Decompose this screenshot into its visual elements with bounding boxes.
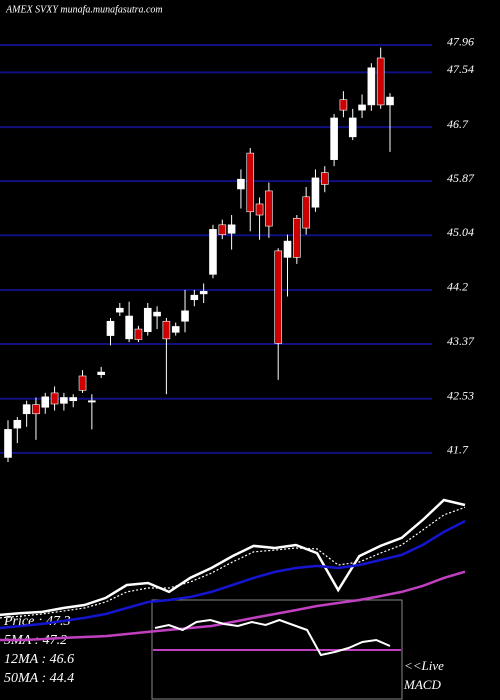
candle-body: [376, 57, 385, 106]
chart-title: AMEX SVXY munafa.munafasutra.com: [5, 4, 163, 15]
candle-body: [32, 404, 40, 415]
candle-body: [4, 429, 12, 458]
y-tick-label: 47.96: [447, 35, 474, 49]
candle-body: [367, 67, 376, 106]
candle-body: [199, 290, 208, 295]
macd-line: [154, 618, 391, 657]
y-tick-label: 45.87: [447, 171, 475, 185]
candle-body: [41, 396, 50, 408]
candle-body: [386, 96, 394, 106]
candle-body: [22, 404, 31, 415]
candle-body: [265, 190, 273, 227]
macd-label: <<Live: [404, 658, 444, 673]
y-tick-label: 45.04: [447, 225, 474, 239]
candle-body: [125, 315, 133, 340]
series-line: [0, 570, 466, 642]
candle-body: [78, 375, 87, 391]
candle-body: [293, 217, 301, 258]
candle-body: [227, 224, 236, 234]
candle-body: [339, 99, 348, 111]
candle-body: [143, 307, 152, 332]
series-line: [0, 506, 466, 619]
series-line: [0, 519, 466, 630]
y-tick-label: 44.2: [447, 280, 468, 294]
y-tick-label: 43.37: [447, 334, 475, 348]
candle-body: [246, 152, 255, 213]
legend-entry: 50MA : 44.4: [4, 671, 74, 686]
candle-body: [218, 224, 227, 235]
y-tick-label: 47.54: [447, 62, 474, 76]
candle-body: [320, 172, 329, 185]
candle-body: [153, 311, 161, 317]
candle-body: [190, 294, 199, 301]
candle-body: [311, 177, 320, 208]
candle-body: [237, 178, 245, 190]
candle-body: [97, 371, 105, 375]
candle-body: [60, 397, 68, 404]
candle-body: [134, 328, 143, 340]
candle-body: [283, 240, 292, 258]
candle-body: [274, 250, 282, 344]
candle-body: [171, 326, 180, 333]
legend-entry: 5MA : 47.2: [4, 633, 67, 648]
y-tick-label: 41.7: [447, 443, 469, 457]
macd-label: MACD: [403, 677, 441, 692]
candle-body: [69, 397, 78, 402]
candle-body: [181, 310, 189, 322]
y-tick-label: 42.53: [447, 389, 474, 403]
candle-body: [106, 320, 115, 336]
candle-body: [348, 117, 357, 138]
candle-body: [255, 203, 264, 216]
candle-body: [358, 104, 366, 111]
candle-body: [50, 392, 59, 405]
y-tick-label: 46.7: [447, 117, 469, 131]
candle-body: [162, 320, 171, 340]
legend-entry: 12MA : 46.6: [4, 652, 74, 667]
candle-body: [13, 419, 22, 429]
series-line: [0, 498, 466, 617]
candle-body: [116, 307, 124, 313]
candle-body: [330, 117, 338, 160]
candle-body: [88, 400, 96, 403]
candle-body: [209, 229, 217, 275]
candle-body: [302, 196, 310, 229]
